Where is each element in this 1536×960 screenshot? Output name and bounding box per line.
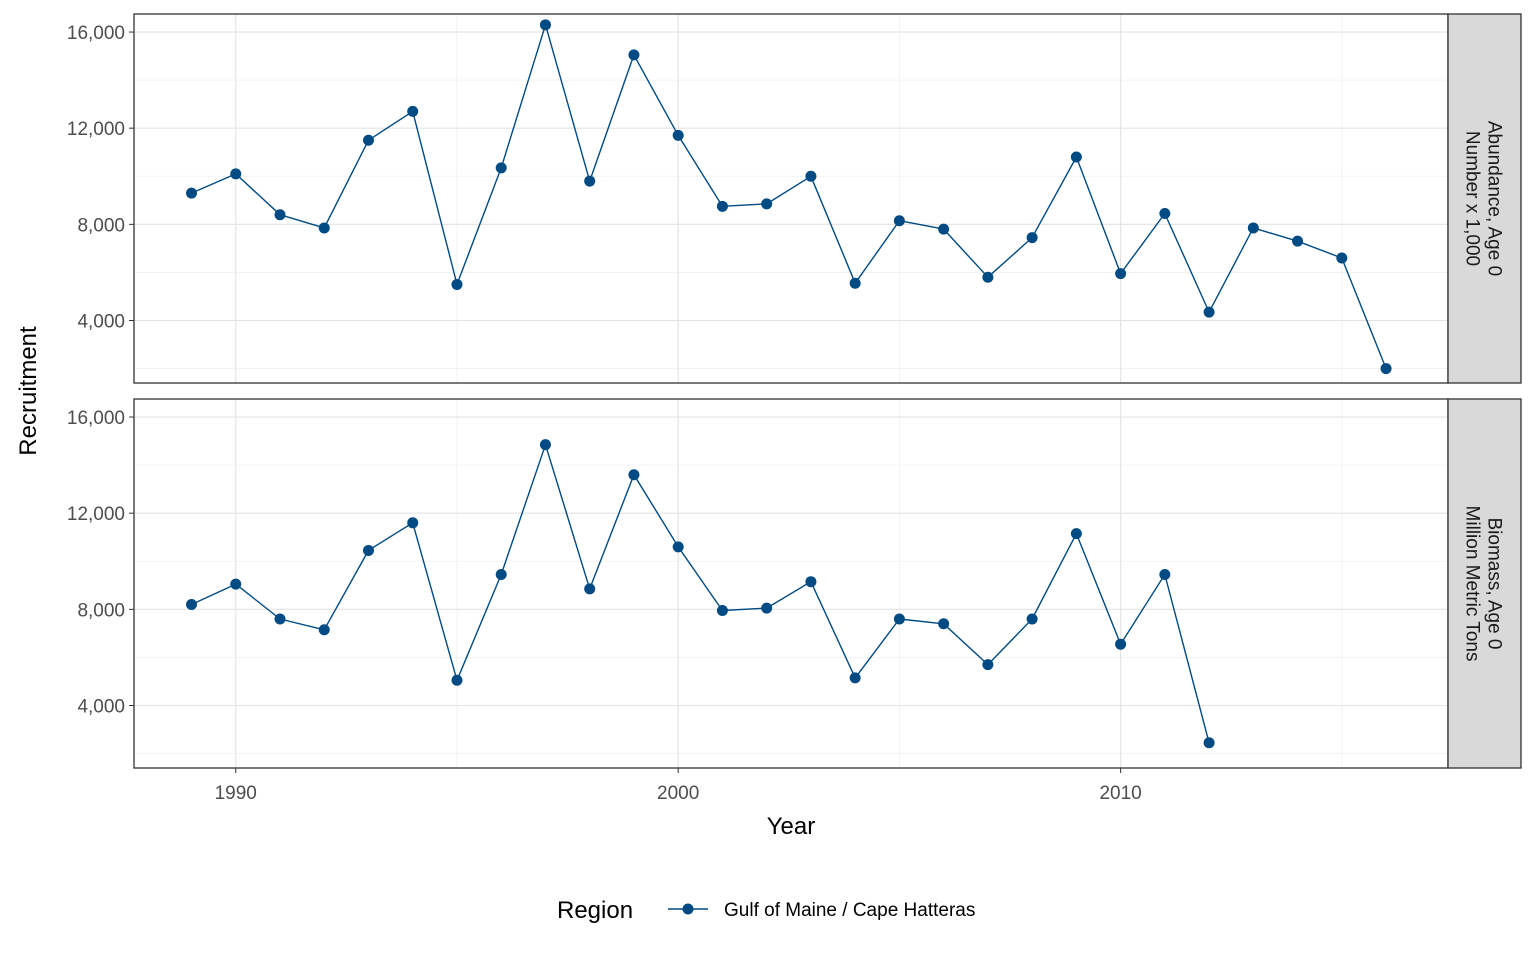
x-tick-label: 1990 [215,783,257,804]
data-point [938,618,950,630]
facet-strip-line: Abundance, Age 0 [1484,121,1505,276]
data-point [362,544,374,556]
facet-panel: 4,000 8,000 12,000 16,000 Abundance, Age 0Nu… [67,13,1522,384]
data-point [584,175,596,187]
facet-strip [1447,398,1522,769]
series [186,439,1215,749]
facet-strip-label: Abundance, Age 0Number x 1,000 [1462,121,1505,276]
data-point [982,659,994,671]
data-point [318,222,330,234]
facet-panels: 4,000 8,000 12,000 16,000 Abundance, Age 0Nu… [67,13,1522,769]
series-line [191,444,1210,743]
data-point [407,105,419,117]
data-point [761,602,773,614]
data-point [1159,568,1171,580]
facet-strip-line: Biomass, Age 0 [1484,517,1505,649]
facet-panel: 4,000 8,000 12,000 16,000 Biomass, Age 0Mill… [67,398,1522,769]
data-point [1026,613,1038,625]
legend-key-point [682,903,694,915]
data-point [495,162,507,174]
data-point [539,19,551,31]
data-point [1292,235,1304,247]
data-point [1026,232,1038,244]
y-tick-label: 8,000 [77,215,125,236]
data-point [672,541,684,553]
data-point [584,583,596,595]
y-axis-title: Recruitment [15,326,42,456]
data-point [230,168,242,180]
data-point [1115,638,1127,650]
x-tick-label: 2010 [1099,783,1141,804]
data-point [982,271,994,283]
data-point [1070,151,1082,163]
legend: Region Gulf of Maine / Cape Hatteras [557,897,975,924]
data-point [938,223,950,235]
data-point [716,200,728,212]
data-point [628,469,640,481]
data-point [1336,252,1348,264]
x-axis: 1990 2000 2010 [215,768,1142,804]
data-point [849,277,861,289]
y-tick-label: 4,000 [77,311,125,332]
data-point [362,134,374,146]
data-point [451,674,463,686]
facet-strip-label: Biomass, Age 0Million Metric Tons [1462,506,1505,662]
data-point [672,129,684,141]
y-tick-label: 12,000 [67,504,125,525]
data-point [805,170,817,182]
legend-title: Region [557,897,633,924]
data-point [849,672,861,684]
panel-background [134,14,1448,383]
data-point [761,198,773,210]
data-point [186,599,198,611]
data-point [1115,268,1127,280]
data-point [451,278,463,290]
data-point [1070,528,1082,540]
data-point [274,209,286,221]
data-point [495,568,507,580]
x-axis-title: Year [767,813,816,840]
y-tick-label: 16,000 [67,408,125,429]
data-point [539,439,551,451]
x-tick-label: 2000 [657,783,699,804]
y-tick-label: 12,000 [67,119,125,140]
data-point [716,605,728,617]
facet-strip [1447,13,1522,384]
data-point [1203,737,1215,749]
data-point [628,49,640,61]
data-point [893,613,905,625]
facet-strip-line: Number x 1,000 [1462,131,1483,266]
data-point [318,624,330,636]
facet-strip-line: Million Metric Tons [1462,506,1483,662]
series-line [191,24,1387,369]
y-tick-label: 16,000 [67,23,125,44]
series [186,19,1392,375]
y-tick-label: 8,000 [77,600,125,621]
data-point [1203,306,1215,318]
panel-background [134,399,1448,768]
data-point [230,578,242,590]
legend-label: Gulf of Maine / Cape Hatteras [724,900,975,921]
data-point [407,517,419,529]
data-point [805,576,817,588]
data-point [1159,208,1171,220]
data-point [1247,222,1259,234]
data-point [893,215,905,227]
y-tick-label: 4,000 [77,696,125,717]
data-point [274,613,286,625]
data-point [1380,363,1392,375]
data-point [186,187,198,199]
